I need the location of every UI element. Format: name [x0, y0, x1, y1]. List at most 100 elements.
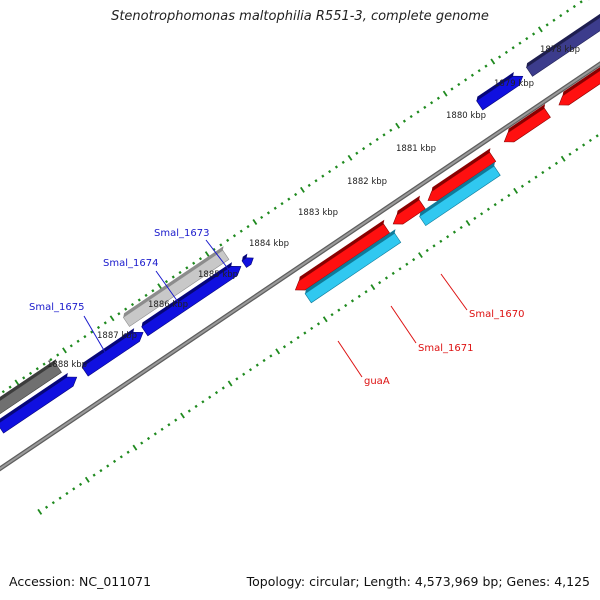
gene-fwd-right-body [476, 75, 524, 111]
gene-small-fwd[interactable] [241, 253, 254, 268]
gene-fwd-right[interactable] [476, 72, 524, 111]
scale-tick [287, 197, 291, 201]
scale-tick [289, 340, 293, 344]
scale-tick [525, 36, 529, 41]
scale-tick [273, 206, 277, 210]
scale-tick [350, 299, 355, 303]
scale-tick [69, 344, 73, 348]
scale-label: 1881 kbp [396, 144, 436, 154]
gene-rev-far-body [558, 70, 600, 106]
scale-tick [347, 154, 353, 161]
gene-smal1675-body [0, 376, 78, 434]
scale-tick [252, 219, 258, 226]
scale-tick [83, 335, 87, 339]
gene-smal1671[interactable] [392, 195, 426, 225]
scale-tick [212, 247, 216, 252]
scale-tick [384, 276, 389, 280]
scale-tick [527, 180, 531, 184]
scale-tick [452, 230, 457, 234]
scale-tick [568, 152, 572, 156]
scale-tick [507, 193, 511, 198]
scale-tick [14, 379, 20, 386]
scale-tick [436, 96, 440, 100]
gene-gray-2-body [122, 249, 230, 327]
gene-smal1674[interactable] [81, 328, 144, 377]
scale-tick [296, 335, 300, 340]
scale-tick [355, 151, 359, 155]
gene-label-smal1674[interactable]: Smal_1674 [103, 258, 158, 269]
gene-rev-far[interactable] [558, 41, 600, 106]
gene-rev-far-bevel [562, 67, 600, 96]
scale-tick [337, 308, 341, 312]
scale-tick [221, 386, 225, 390]
gene-smal1675[interactable] [0, 372, 78, 434]
scale-label: 1883 kbp [298, 208, 338, 218]
scale-tick [518, 41, 522, 45]
scale-tick [430, 101, 434, 105]
gene-gray-1[interactable] [0, 359, 62, 418]
scale-tick [572, 4, 576, 9]
gene-fwd-far[interactable] [525, 9, 600, 77]
gene-rev-right-body [503, 107, 551, 143]
scale-tick [78, 482, 83, 486]
gene-gray-1-body [0, 362, 62, 415]
scale-tick [559, 14, 563, 18]
scale-tick [579, 0, 583, 4]
gene-smal1673[interactable] [141, 262, 242, 337]
leader-line [83, 315, 106, 353]
scale-tick [204, 251, 210, 258]
scale-tick [493, 203, 497, 207]
gene-smal1670-blue[interactable] [419, 161, 501, 227]
scale-tick [187, 409, 191, 413]
gene-small-fwd-bevel [241, 253, 248, 261]
scale-tick [565, 9, 570, 13]
gene-guaa-body [304, 232, 402, 304]
scale-tick [490, 58, 496, 65]
gene-label-smal1673[interactable]: Smal_1673 [154, 228, 209, 239]
gene-smal1670-blue-bevel [419, 161, 495, 217]
scale-tick [459, 225, 463, 230]
scale-tick [464, 78, 468, 82]
scale-tick [51, 501, 55, 505]
scale-tick [117, 312, 121, 316]
scale-tick [418, 252, 423, 259]
gene-smal1671-bevel [396, 195, 420, 215]
scale-tick [362, 147, 366, 151]
gene-rev-right[interactable] [503, 104, 551, 143]
scale-tick [198, 257, 203, 261]
scale-tick [269, 354, 273, 358]
scale-tick [330, 313, 334, 317]
scale-tick [275, 348, 281, 355]
gene-label-smal1670[interactable]: Smal_1670 [469, 309, 524, 320]
scale-tick [144, 293, 148, 297]
gene-gray-2[interactable] [122, 246, 230, 327]
gene-guaa-red-bevel [298, 219, 385, 281]
scale-tick [214, 391, 219, 395]
gene-label-smal1671[interactable]: Smal_1671 [418, 343, 473, 354]
scale-tick [398, 267, 402, 271]
scale-tick [201, 400, 205, 404]
scale-tick [103, 321, 107, 325]
scale-tick [341, 160, 345, 165]
scale-tick [76, 339, 80, 343]
gene-label-guaa[interactable]: guaA [364, 376, 390, 387]
genome-backbone [0, 61, 600, 472]
scale-tick [303, 331, 307, 335]
scale-tick [378, 280, 382, 285]
gene-labels: Smal_1673 Smal_1674 Smal_1675 Smal_1670 Smal… [29, 228, 524, 387]
scale-tick [531, 32, 536, 36]
scale-tick [227, 380, 233, 387]
gene-label-smal1675[interactable]: Smal_1675 [29, 302, 84, 313]
backbone-line [0, 61, 600, 472]
scale-tick [446, 235, 450, 239]
scale-tick [42, 362, 46, 366]
scale-tick [504, 50, 508, 54]
scale-tick [554, 161, 558, 165]
gene-guaa[interactable] [304, 229, 402, 304]
scale-tick [22, 376, 26, 380]
scale-tick [552, 18, 556, 22]
gene-fwd-right-bevel [476, 72, 514, 101]
scale-tick [178, 270, 182, 275]
gene-fwd-far-bevel [526, 13, 600, 68]
scale-tick [157, 283, 163, 290]
